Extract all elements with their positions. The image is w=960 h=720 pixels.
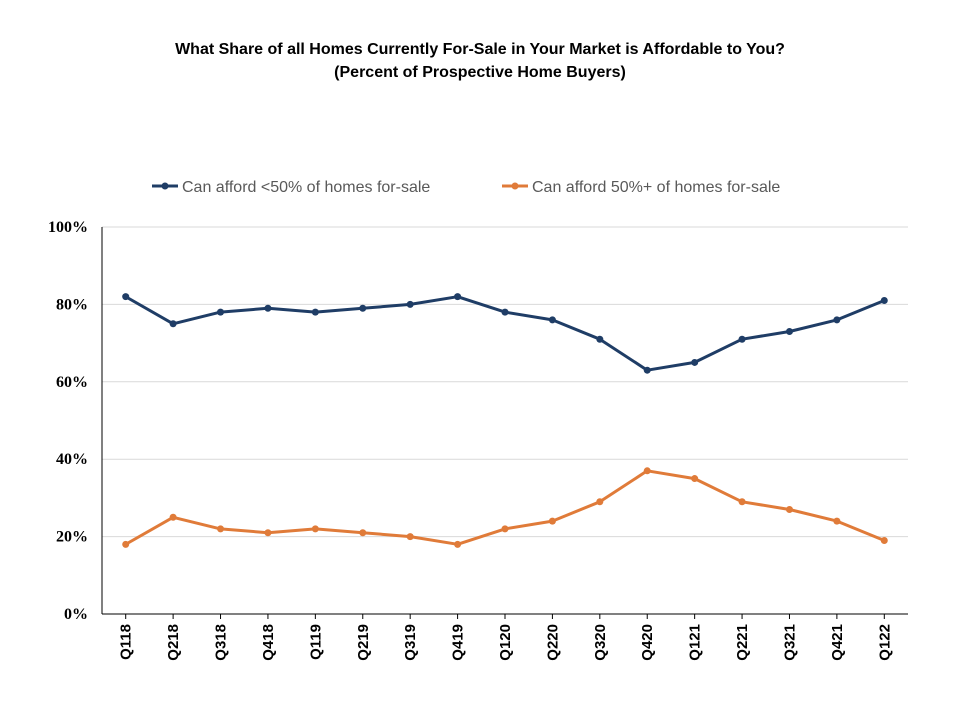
x-tick-label: Q120 <box>497 624 514 661</box>
legend-marker <box>511 182 519 190</box>
y-tick-label: 80% <box>56 296 88 313</box>
x-tick-label: Q219 <box>355 624 372 661</box>
data-point <box>217 308 225 316</box>
data-point <box>691 475 699 483</box>
x-tick-label: Q218 <box>165 624 182 661</box>
data-point <box>264 529 272 537</box>
legend: Can afford <50% of homes for-sale Can aff… <box>152 179 780 196</box>
data-point <box>169 320 177 328</box>
data-point <box>785 506 793 514</box>
y-tick-label: 20% <box>56 529 88 546</box>
data-point <box>406 300 414 308</box>
data-point <box>359 304 367 312</box>
x-tick-label: Q420 <box>639 624 656 661</box>
x-axis-ticks: Q118 Q218 Q318 Q418 Q119 Q219 Q319 Q419 Q120 Q220… <box>118 614 893 661</box>
data-point <box>501 525 509 533</box>
data-point <box>169 513 177 521</box>
series-2 <box>122 467 888 548</box>
data-point <box>738 335 746 343</box>
legend-marker <box>161 182 169 190</box>
data-point <box>548 316 556 324</box>
y-tick-label: 100% <box>48 219 88 236</box>
x-tick-label: Q221 <box>734 624 751 661</box>
x-tick-label: Q121 <box>687 624 704 661</box>
data-point <box>217 525 225 533</box>
chart-title: What Share of all Homes Currently For-Sa… <box>0 38 960 84</box>
data-point <box>548 517 556 525</box>
legend-item: Can afford <50% of homes for-sale <box>152 179 430 196</box>
series-line <box>124 295 885 372</box>
data-point <box>738 498 746 506</box>
data-point <box>596 498 604 506</box>
data-point <box>359 529 367 537</box>
data-point <box>406 533 414 541</box>
x-tick-label: Q320 <box>592 624 609 661</box>
series-line <box>124 469 885 546</box>
series-group <box>122 293 888 548</box>
legend-item: Can afford 50%+ of homes for-sale <box>502 179 780 196</box>
data-point <box>122 293 130 301</box>
data-point <box>880 536 888 544</box>
gridlines <box>102 226 908 538</box>
data-point <box>596 335 604 343</box>
data-point <box>880 297 888 305</box>
data-point <box>833 316 841 324</box>
chart-title-line: What Share of all Homes Currently For-Sa… <box>175 41 785 58</box>
data-point <box>264 304 272 312</box>
x-tick-label: Q319 <box>402 624 419 661</box>
series-1 <box>122 293 888 374</box>
data-point <box>501 308 509 316</box>
data-point <box>643 366 651 374</box>
axes <box>101 227 908 615</box>
legend-label: Can afford <50% of homes for-sale <box>182 179 430 196</box>
data-point <box>311 525 319 533</box>
x-tick-label: Q119 <box>307 624 324 660</box>
x-tick-label: Q318 <box>213 624 230 661</box>
legend-label: Can afford 50%+ of homes for-sale <box>532 179 780 196</box>
x-tick-label: Q118 <box>118 624 135 660</box>
data-point <box>643 467 651 475</box>
x-tick-label: Q419 <box>450 624 467 661</box>
data-point <box>311 308 319 316</box>
y-axis-ticks: 0% 20% 40% 60% 80% 100% <box>48 219 88 623</box>
x-tick-label: Q220 <box>544 624 561 661</box>
y-tick-label: 60% <box>56 374 88 391</box>
chart-subtitle: (Percent of Prospective Home Buyers) <box>334 64 626 81</box>
data-point <box>691 358 699 366</box>
y-tick-label: 40% <box>56 451 88 468</box>
data-point <box>454 540 462 548</box>
x-tick-label: Q321 <box>781 624 798 661</box>
data-point <box>454 293 462 301</box>
x-tick-label: Q418 <box>260 624 277 661</box>
x-tick-label: Q122 <box>876 624 893 661</box>
data-point <box>833 517 841 525</box>
data-point <box>785 327 793 335</box>
data-point <box>122 540 130 548</box>
x-tick-label: Q421 <box>829 624 846 661</box>
y-tick-label: 0% <box>64 606 88 623</box>
